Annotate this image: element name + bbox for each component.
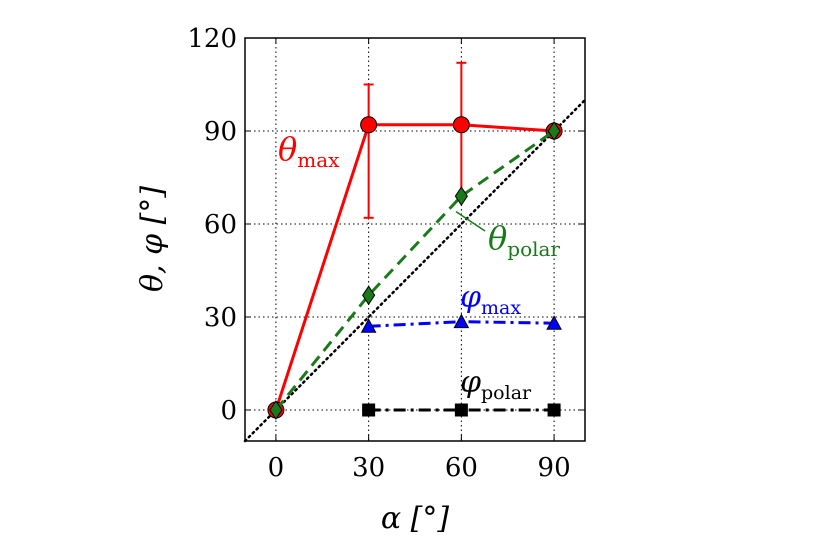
- data-point: [454, 186, 468, 207]
- series-3: [360, 313, 562, 333]
- y-axis-label: θ, φ [°]: [135, 186, 170, 292]
- y-tick-label: 0: [220, 396, 237, 426]
- annotation-3: φmax: [460, 280, 521, 319]
- annotation-2: θpolar: [488, 219, 560, 261]
- data-point: [362, 285, 376, 306]
- y-tick-label: 60: [204, 210, 237, 240]
- diagonal-reference-line: [243, 98, 587, 443]
- x-tick-label: 60: [445, 453, 478, 483]
- series-line: [274, 129, 555, 411]
- data-point: [269, 400, 283, 420]
- x-axis-label: α [°]: [381, 501, 449, 536]
- annotation-1: θmax: [278, 130, 340, 172]
- data-point: [452, 116, 470, 134]
- data-point: [360, 318, 377, 333]
- x-tick-label: 0: [268, 453, 285, 483]
- annotation-4: φpolar: [460, 365, 532, 404]
- data-point: [547, 403, 561, 417]
- reference-line: [243, 98, 587, 443]
- series-layer: [267, 61, 563, 420]
- y-tick-label: 90: [204, 117, 237, 147]
- series-line: [274, 123, 555, 411]
- data-point: [453, 313, 470, 329]
- data-point: [454, 403, 468, 417]
- y-tick-label: 30: [204, 303, 237, 333]
- data-point: [360, 116, 378, 134]
- series-2: [269, 121, 561, 420]
- data-point: [547, 121, 561, 141]
- data-point: [362, 403, 376, 417]
- y-tick-label: 120: [187, 24, 237, 54]
- data-point: [546, 315, 562, 330]
- x-axis-ticks: 0 30 60 90: [268, 38, 571, 483]
- x-tick-label: 30: [352, 453, 385, 483]
- annotations: θmax θpolar φmax φpolar: [278, 130, 560, 404]
- series-1: [267, 61, 563, 419]
- series-4: [362, 403, 561, 417]
- plot-frame: [244, 37, 586, 442]
- annotation-leader: [455, 210, 486, 232]
- x-tick-label: 90: [538, 453, 571, 483]
- y-axis-ticks: 0 30 60 90 120: [187, 24, 585, 426]
